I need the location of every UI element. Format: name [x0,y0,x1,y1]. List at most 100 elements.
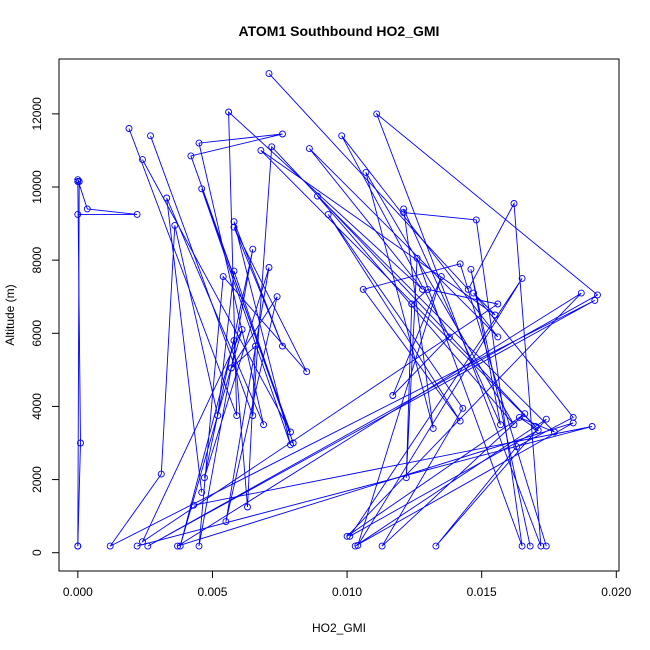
data-point [419,285,426,293]
data-point [429,424,437,432]
data-point [424,285,432,293]
data-point [569,419,577,427]
data-point [230,223,238,231]
data-point [400,205,408,213]
series-line [136,426,593,547]
data-point [354,541,362,549]
data-point [464,285,472,293]
data-point [190,501,198,509]
data-point [133,542,141,550]
data-point [373,110,381,118]
data-point [491,311,499,319]
data-point [437,273,445,281]
data-point [195,139,203,147]
data-point [144,542,152,550]
x-tick-label: 0.005 [197,585,227,599]
y-tick-label: 12000 [30,97,44,131]
data-point [83,205,91,213]
x-tick-label: 0.010 [332,585,362,599]
data-point [252,342,259,350]
data-point [265,70,273,78]
data-point [174,542,181,550]
data-point [176,542,184,550]
x-axis-label: HO2_GMI [312,621,366,635]
data-point [200,474,208,482]
data-point [402,474,410,482]
data-point [279,130,286,138]
data-point [257,146,265,154]
data-point [249,412,257,420]
data-point [195,542,203,550]
data-point [187,152,195,160]
x-axis: 0.000 0.005 0.010 0.015 0.020 [63,570,632,599]
data-point [74,542,82,550]
x-tick-label: 0.020 [601,585,631,599]
data-point [163,194,171,202]
data-point [456,417,464,425]
data-point [238,326,246,334]
data-point [287,428,294,436]
series-line [77,179,138,547]
x-tick-label: 0.015 [467,585,497,599]
data-point [378,542,386,550]
y-axis-label: Altitude (m) [3,284,17,345]
data-point [445,333,453,341]
data-point [227,364,235,372]
data-point [494,333,502,341]
data-point [518,542,526,550]
data-point [569,413,577,421]
data-point [74,210,82,218]
data-point [139,538,146,546]
data-point [537,542,545,550]
data-point [532,423,539,430]
data-point [219,273,227,281]
data-point [268,143,276,151]
data-point [230,337,238,345]
data-point [467,265,475,273]
data-point [244,503,251,511]
data-point [77,439,84,447]
data-point [303,368,311,376]
data-point [456,260,464,268]
series-line [77,181,81,547]
data-point [214,412,222,420]
data-point [133,210,141,218]
data-point [577,289,585,297]
y-tick-label: 4000 [30,393,44,420]
y-tick-label: 0 [30,549,44,556]
data-point [497,421,504,429]
data-point [400,209,408,217]
data-point [510,421,518,429]
data-point [550,428,558,436]
data-point [459,404,467,412]
y-tick-label: 8000 [30,246,44,273]
data-point [359,285,367,293]
series-group [74,70,601,550]
data-point [106,542,114,550]
series-line [109,73,599,547]
data-point [343,532,351,540]
y-tick-label: 6000 [30,320,44,347]
x-tick-label: 0.000 [63,585,93,599]
data-point [513,443,521,451]
data-point [594,291,601,299]
data-point [521,410,529,418]
data-point [494,300,502,308]
data-point [249,245,257,253]
data-point [74,178,82,185]
data-point [279,342,286,350]
series-line [141,159,523,547]
data-point [233,412,241,420]
data-point [225,108,233,116]
data-point [351,542,359,550]
data-point [273,293,281,301]
data-point [515,413,523,421]
series-line [128,110,555,547]
data-point [324,210,332,218]
data-point [346,532,354,540]
data-point [230,267,238,275]
data-point [260,421,268,429]
data-point [230,218,238,226]
data-point [147,132,154,140]
data-point [472,216,480,224]
